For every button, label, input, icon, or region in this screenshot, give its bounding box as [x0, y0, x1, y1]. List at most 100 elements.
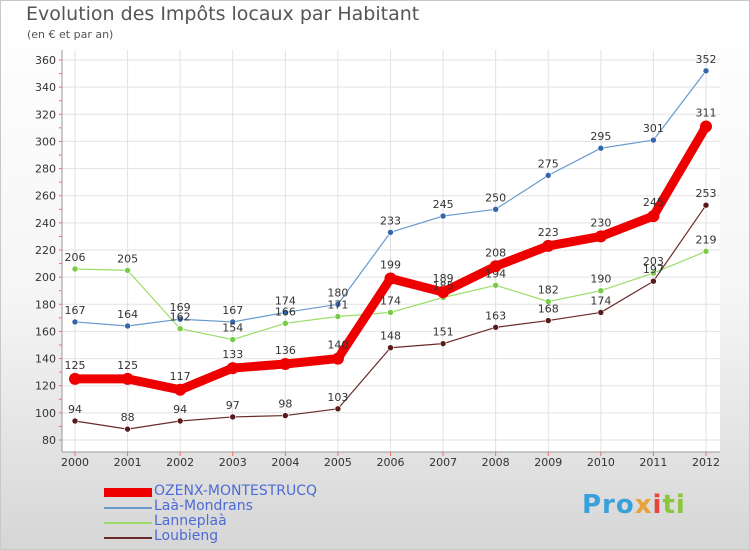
legend-swatch — [104, 488, 152, 497]
data-label: 295 — [590, 130, 611, 143]
data-label: 205 — [117, 252, 138, 265]
x-tick-label: 2002 — [166, 456, 194, 469]
data-point — [279, 358, 292, 370]
data-point — [700, 120, 712, 133]
y-tick-label: 100 — [35, 407, 56, 420]
x-tick-label: 2012 — [692, 456, 720, 469]
data-label: 148 — [380, 330, 401, 343]
data-label: 223 — [538, 226, 559, 239]
data-point — [387, 309, 394, 316]
y-tick-label: 220 — [35, 244, 56, 257]
data-label: 125 — [65, 359, 86, 372]
data-label: 311 — [696, 107, 717, 120]
y-tick-label: 320 — [35, 108, 56, 121]
data-label: 162 — [170, 311, 191, 324]
data-point — [334, 300, 342, 308]
data-point — [702, 67, 710, 75]
data-label: 125 — [117, 359, 138, 372]
data-point — [597, 309, 605, 316]
data-point — [439, 212, 447, 220]
data-label: 88 — [121, 411, 135, 424]
data-point — [544, 317, 552, 324]
data-point — [489, 260, 502, 273]
data-label: 169 — [170, 301, 191, 314]
data-label: 253 — [696, 187, 717, 200]
data-point — [597, 144, 605, 152]
data-point — [387, 229, 394, 236]
data-point — [282, 319, 289, 327]
data-label: 189 — [433, 272, 454, 285]
chart-title: Evolution des Impôts locaux par Habitant — [26, 3, 420, 25]
legend-label: Loubieng — [154, 528, 219, 544]
data-point — [647, 210, 660, 223]
data-label: 174 — [590, 294, 611, 307]
data-label: 136 — [275, 344, 296, 357]
data-label: 190 — [590, 273, 611, 286]
x-tick-label: 2000 — [61, 456, 89, 469]
data-point — [71, 265, 79, 273]
data-point — [69, 372, 81, 385]
y-tick-label: 140 — [35, 353, 56, 366]
legend-swatch — [104, 522, 152, 524]
data-point — [384, 272, 397, 285]
data-label: 174 — [380, 294, 401, 307]
chart-subtitle: (en € et par an) — [27, 28, 114, 41]
data-label: 206 — [65, 251, 86, 264]
y-tick-label: 160 — [35, 325, 56, 338]
data-label: 301 — [643, 122, 664, 135]
data-point — [121, 372, 134, 385]
data-label: 194 — [485, 267, 506, 280]
data-point — [542, 239, 555, 252]
x-tick-label: 2010 — [587, 456, 615, 469]
proxiti-logo: Proxiti — [582, 490, 686, 520]
x-tick-label: 2006 — [377, 456, 405, 469]
data-label: 140 — [327, 339, 348, 352]
data-point — [334, 313, 342, 320]
data-point — [176, 315, 184, 323]
data-label: 164 — [117, 308, 138, 321]
data-label: 174 — [275, 294, 296, 307]
data-point — [124, 322, 131, 330]
data-point — [124, 425, 131, 433]
data-point — [492, 324, 499, 331]
data-label: 352 — [696, 53, 717, 66]
data-label: 199 — [380, 259, 401, 272]
y-tick-label: 300 — [35, 135, 56, 148]
y-tick-label: 240 — [35, 217, 56, 230]
data-point — [387, 344, 394, 352]
y-tick-label: 360 — [35, 54, 56, 67]
legend-swatch — [104, 537, 152, 539]
x-tick-label: 2009 — [534, 456, 562, 469]
data-label: 275 — [538, 157, 559, 170]
data-point — [597, 287, 605, 295]
data-label: 117 — [170, 370, 191, 383]
data-point — [544, 298, 552, 305]
data-point — [650, 277, 657, 285]
data-point — [174, 383, 187, 396]
data-label: 245 — [643, 196, 664, 209]
data-label: 180 — [327, 286, 348, 299]
data-point — [334, 405, 342, 413]
data-point — [702, 201, 710, 209]
data-label: 250 — [485, 191, 506, 204]
data-label: 154 — [222, 322, 243, 335]
x-tick-label: 2008 — [482, 456, 510, 469]
data-label: 208 — [485, 246, 506, 259]
data-point — [544, 172, 552, 179]
data-label: 167 — [65, 304, 86, 317]
y-tick-label: 280 — [35, 163, 56, 176]
data-point — [71, 417, 79, 425]
data-point — [594, 230, 607, 243]
data-point — [176, 417, 184, 425]
data-label: 94 — [173, 403, 187, 416]
x-tick-label: 2007 — [429, 456, 457, 469]
data-point — [650, 136, 657, 144]
data-label: 230 — [590, 216, 611, 229]
data-point — [226, 362, 239, 375]
data-point — [229, 413, 237, 421]
data-label: 151 — [433, 326, 454, 339]
data-point — [229, 336, 237, 343]
legend-label: OZENX-MONTESTRUCQ — [154, 483, 318, 499]
data-label: 171 — [327, 299, 348, 312]
